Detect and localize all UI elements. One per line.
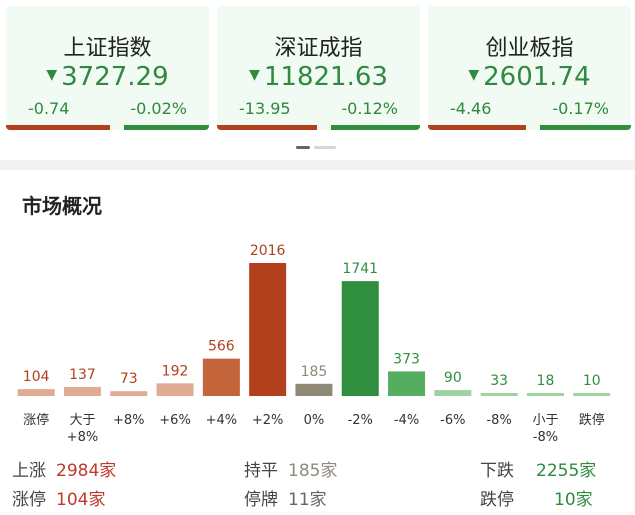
bar-2 xyxy=(110,391,148,396)
index-change-pct: -0.12% xyxy=(341,99,398,118)
index-change: -0.74 xyxy=(28,99,70,118)
category-tick-label: -6% xyxy=(440,413,465,428)
category-tick-label: +4% xyxy=(206,413,238,428)
index-price: ▼ 3727.29 xyxy=(6,62,209,92)
stat-rise: 上涨 2984家 xyxy=(12,456,116,481)
stat-value: 2984家 xyxy=(56,461,117,481)
stat-label: 上涨 xyxy=(12,461,46,481)
index-card-shanghai[interactable]: 上证指数 ▼ 3727.29 -0.74 -0.02% xyxy=(6,6,209,130)
index-name: 深证成指 xyxy=(274,36,363,61)
bar-0 xyxy=(17,389,55,396)
category-tick-label: -8% xyxy=(533,430,558,445)
bar-1 xyxy=(63,386,101,396)
up-ratio xyxy=(217,125,317,130)
down-ratio xyxy=(540,125,631,130)
up-down-ratio-bar xyxy=(428,125,631,130)
bar-6 xyxy=(295,383,333,396)
bar-value-label: 1741 xyxy=(342,261,378,277)
page-indicator-active xyxy=(296,146,310,149)
index-price-value: 3727.29 xyxy=(61,62,169,92)
index-change: -13.95 xyxy=(239,99,291,118)
stat-label: 跌停 xyxy=(480,490,514,510)
up-ratio xyxy=(6,125,110,130)
bar-value-label: 2016 xyxy=(250,243,286,259)
index-name: 创业板指 xyxy=(485,36,574,61)
index-name: 上证指数 xyxy=(63,36,152,61)
bar-3 xyxy=(156,383,194,396)
category-tick-label: -8% xyxy=(486,413,511,428)
stat-label: 停牌 xyxy=(244,490,278,510)
up-ratio xyxy=(428,125,526,130)
bar-11 xyxy=(526,393,564,396)
category-tick-label: +2% xyxy=(252,413,284,428)
bar-value-label: 33 xyxy=(490,373,508,389)
bar-value-label: 566 xyxy=(208,339,235,355)
stat-limit-up: 涨停 104家 xyxy=(12,485,105,510)
down-arrow-icon: ▼ xyxy=(468,67,480,83)
bar-9 xyxy=(434,390,472,396)
category-tick-label: -4% xyxy=(394,413,419,428)
index-card-chinext[interactable]: 创业板指 ▼ 2601.74 -4.46 -0.17% xyxy=(428,6,631,130)
index-price: ▼ 2601.74 xyxy=(428,62,631,92)
category-tick-label: -2% xyxy=(348,413,373,428)
down-ratio xyxy=(124,125,209,130)
bar-value-label: 73 xyxy=(120,371,138,387)
index-cards: 上证指数 ▼ 3727.29 -0.74 -0.02% 深证成指 ▼ 11821.6… xyxy=(0,0,635,140)
index-card-shenzhen[interactable]: 深证成指 ▼ 11821.63 -13.95 -0.12% xyxy=(217,6,420,130)
bar-10 xyxy=(480,393,518,396)
index-price-value: 2601.74 xyxy=(483,62,591,92)
bar-12 xyxy=(573,393,611,396)
category-tick-label: +6% xyxy=(159,413,191,428)
bar-7 xyxy=(341,281,379,396)
market-overview-title: 市场概况 xyxy=(22,194,102,218)
category-tick-label: 大于 xyxy=(69,413,95,428)
category-tick-label: 跌停 xyxy=(579,412,605,428)
stat-suspended: 停牌 11家 xyxy=(244,485,327,510)
stat-label: 持平 xyxy=(244,461,278,481)
bar-value-label: 90 xyxy=(444,370,462,386)
index-price: ▼ 11821.63 xyxy=(217,62,420,92)
section-divider xyxy=(0,160,635,170)
bar-value-label: 104 xyxy=(23,369,50,385)
index-price-value: 11821.63 xyxy=(263,62,388,92)
page-indicator-inactive xyxy=(314,146,336,149)
bar-5 xyxy=(249,263,287,396)
bar-value-label: 185 xyxy=(301,364,328,380)
carousel-page-indicator[interactable] xyxy=(296,146,340,150)
stat-fall: 下跌 2255家 xyxy=(480,456,596,481)
up-down-ratio-bar xyxy=(217,125,420,130)
index-change: -4.46 xyxy=(450,99,492,118)
price-change-distribution-chart: 104 涨停 137 大于 +8% 73 +8% 192 +6% 566 +4% 2016 +2% 185… xyxy=(17,243,611,445)
bar-value-label: 18 xyxy=(537,373,555,389)
stat-value: 10家 xyxy=(554,490,593,510)
stat-value: 11家 xyxy=(288,490,327,510)
category-tick-label: +8% xyxy=(113,413,145,428)
bar-value-label: 137 xyxy=(69,367,96,383)
bar-4 xyxy=(202,358,240,396)
stat-value: 104家 xyxy=(56,490,106,510)
index-change-pct: -0.17% xyxy=(552,99,609,118)
down-arrow-icon: ▼ xyxy=(249,67,260,83)
bar-value-label: 10 xyxy=(583,373,601,389)
stat-flat: 持平 185家 xyxy=(244,456,337,481)
stat-value: 185家 xyxy=(288,461,338,481)
index-change-pct: -0.02% xyxy=(130,99,187,118)
down-ratio xyxy=(331,125,420,130)
category-tick-label: +8% xyxy=(67,430,99,445)
bar-8 xyxy=(388,371,426,396)
category-tick-label: 涨停 xyxy=(23,412,49,428)
stat-label: 下跌 xyxy=(480,461,514,481)
stat-label: 涨停 xyxy=(12,490,46,510)
bar-value-label: 192 xyxy=(162,363,189,379)
bar-value-label: 373 xyxy=(393,351,420,367)
down-arrow-icon: ▼ xyxy=(46,67,58,83)
stat-value: 2255家 xyxy=(536,461,597,481)
category-tick-label: 0% xyxy=(304,413,325,428)
category-tick-label: 小于 xyxy=(532,413,558,428)
stat-limit-down: 跌停 10家 xyxy=(480,485,593,510)
up-down-ratio-bar xyxy=(6,125,209,130)
